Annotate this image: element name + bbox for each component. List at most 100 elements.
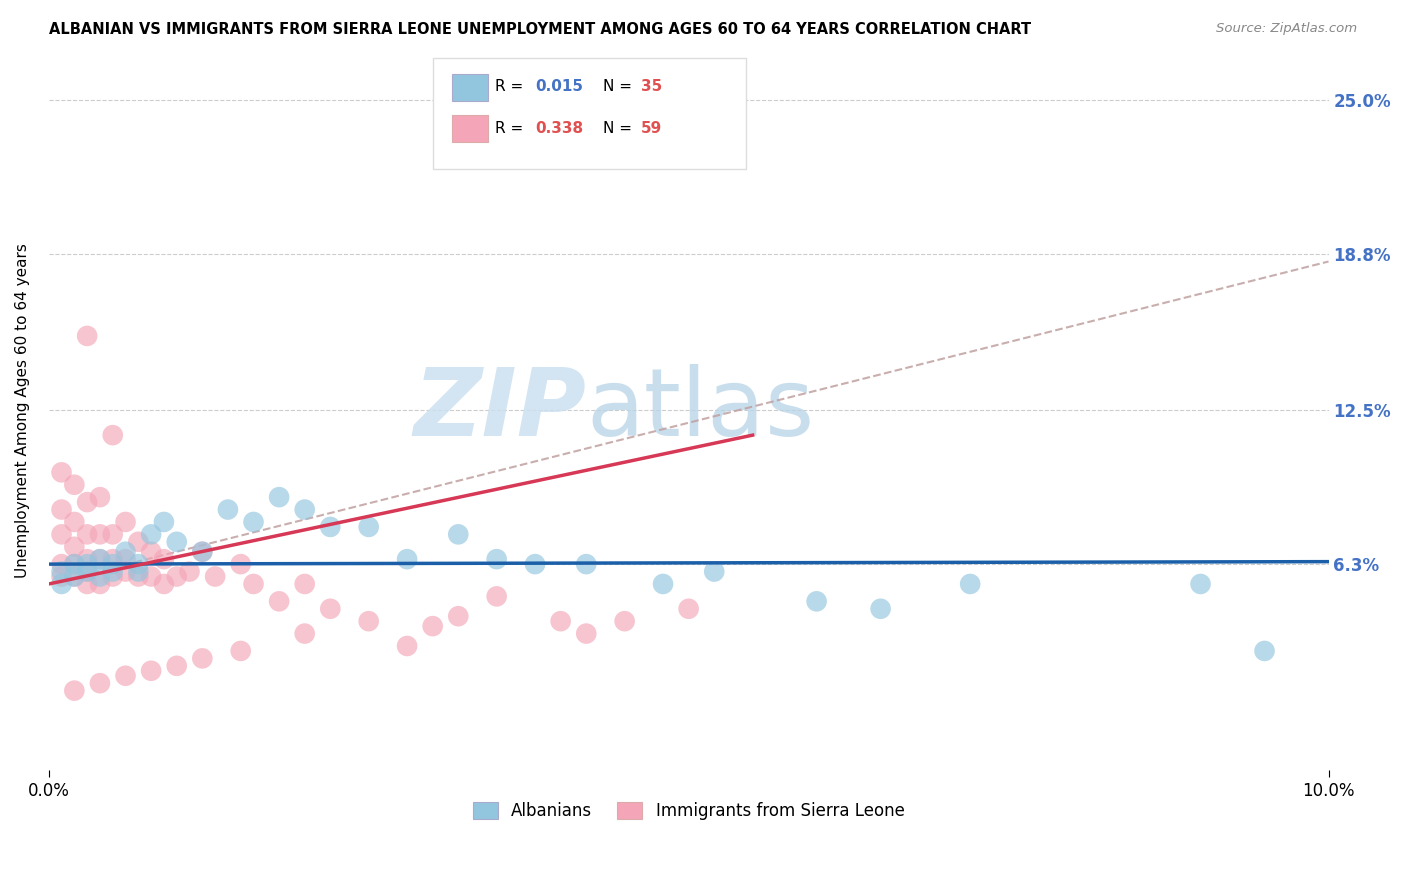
Point — [139, 664, 162, 678]
Point — [357, 614, 380, 628]
Point — [63, 515, 86, 529]
Point — [76, 495, 98, 509]
Point — [127, 569, 149, 583]
Point — [396, 552, 419, 566]
Point — [101, 527, 124, 541]
Point — [89, 676, 111, 690]
Text: 0.015: 0.015 — [536, 79, 583, 95]
Point — [153, 515, 176, 529]
Point — [89, 552, 111, 566]
Point — [101, 557, 124, 571]
Point — [63, 477, 86, 491]
Point — [76, 565, 98, 579]
Point — [294, 626, 316, 640]
Point — [63, 557, 86, 571]
FancyBboxPatch shape — [433, 58, 747, 169]
Point — [242, 577, 264, 591]
Point — [89, 490, 111, 504]
Point — [204, 569, 226, 583]
Point — [242, 515, 264, 529]
Text: R =: R = — [495, 79, 529, 95]
Point — [101, 569, 124, 583]
Point — [269, 594, 291, 608]
Text: 0.338: 0.338 — [536, 121, 583, 136]
Point — [447, 527, 470, 541]
Point — [319, 601, 342, 615]
Point — [114, 669, 136, 683]
Point — [127, 534, 149, 549]
Point — [1253, 644, 1275, 658]
Point — [76, 552, 98, 566]
Point — [51, 527, 73, 541]
Point — [63, 569, 86, 583]
Point — [678, 601, 700, 615]
Point — [153, 577, 176, 591]
FancyBboxPatch shape — [451, 115, 488, 142]
Point — [166, 569, 188, 583]
Point — [422, 619, 444, 633]
Text: ALBANIAN VS IMMIGRANTS FROM SIERRA LEONE UNEMPLOYMENT AMONG AGES 60 TO 64 YEARS : ALBANIAN VS IMMIGRANTS FROM SIERRA LEONE… — [49, 22, 1032, 37]
Point — [524, 557, 547, 571]
Point — [114, 515, 136, 529]
Point — [613, 614, 636, 628]
Point — [179, 565, 201, 579]
Legend: Albanians, Immigrants from Sierra Leone: Albanians, Immigrants from Sierra Leone — [467, 795, 911, 826]
Y-axis label: Unemployment Among Ages 60 to 64 years: Unemployment Among Ages 60 to 64 years — [15, 243, 30, 578]
Point — [51, 502, 73, 516]
Text: N =: N = — [603, 121, 637, 136]
Point — [294, 502, 316, 516]
Point — [51, 466, 73, 480]
Point — [869, 601, 891, 615]
Point — [51, 557, 73, 571]
Point — [191, 651, 214, 665]
Point — [703, 565, 725, 579]
Point — [191, 545, 214, 559]
Point — [229, 557, 252, 571]
Text: 35: 35 — [641, 79, 662, 95]
Point — [166, 658, 188, 673]
Text: N =: N = — [603, 79, 637, 95]
Point — [101, 565, 124, 579]
Point — [89, 569, 111, 583]
Point — [447, 609, 470, 624]
Point — [89, 577, 111, 591]
Text: R =: R = — [495, 121, 529, 136]
Point — [101, 552, 124, 566]
Point — [139, 545, 162, 559]
Point — [575, 557, 598, 571]
Point — [76, 329, 98, 343]
Point — [51, 565, 73, 579]
Point — [76, 527, 98, 541]
Point — [357, 520, 380, 534]
Point — [191, 545, 214, 559]
Point — [294, 577, 316, 591]
Point — [319, 520, 342, 534]
Point — [127, 557, 149, 571]
FancyBboxPatch shape — [451, 74, 488, 101]
Point — [76, 557, 98, 571]
Point — [550, 614, 572, 628]
Point — [63, 569, 86, 583]
Point — [63, 557, 86, 571]
Point — [1189, 577, 1212, 591]
Point — [51, 569, 73, 583]
Point — [114, 545, 136, 559]
Point — [114, 552, 136, 566]
Point — [63, 540, 86, 554]
Point — [89, 527, 111, 541]
Point — [153, 552, 176, 566]
Point — [269, 490, 291, 504]
Point — [51, 577, 73, 591]
Point — [139, 527, 162, 541]
Point — [652, 577, 675, 591]
Text: ZIP: ZIP — [413, 364, 586, 457]
Point — [76, 577, 98, 591]
Text: Source: ZipAtlas.com: Source: ZipAtlas.com — [1216, 22, 1357, 36]
Point — [485, 590, 508, 604]
Point — [114, 565, 136, 579]
Point — [396, 639, 419, 653]
Text: 59: 59 — [641, 121, 662, 136]
Point — [485, 552, 508, 566]
Point — [959, 577, 981, 591]
Point — [806, 594, 828, 608]
